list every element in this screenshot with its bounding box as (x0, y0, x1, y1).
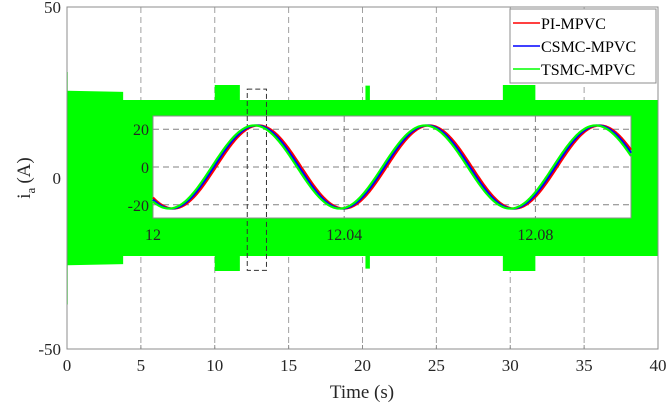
legend: PI-MPVC CSMC-MPVC TSMC-MPVC (509, 8, 657, 84)
inset-x-tick-label: 12 (145, 227, 161, 244)
x-tick-label: 40 (650, 356, 667, 375)
inset-y-tick-label: 0 (141, 160, 149, 177)
inset-y-tick-label: -20 (128, 198, 149, 215)
x-tick-label: 5 (137, 356, 146, 375)
inset-series-pi-mpvc (152, 124, 632, 210)
y-tick-label: 50 (44, 0, 61, 17)
x-tick-label: 25 (428, 356, 445, 375)
svg-text:CSMC-MPVC: CSMC-MPVC (541, 39, 636, 56)
inset-y-tick-label: 20 (133, 122, 149, 139)
y-tick-label: -50 (38, 340, 61, 359)
legend-item: TSMC-MPVC (513, 62, 635, 79)
x-tick-label: 15 (280, 356, 297, 375)
svg-text:ia(A): ia(A) (14, 157, 38, 198)
x-tick-label: 0 (63, 356, 72, 375)
x-tick-label: 10 (206, 356, 223, 375)
svg-text:TSMC-MPVC: TSMC-MPVC (541, 62, 635, 79)
x-tick-label: 35 (576, 356, 593, 375)
y-axis-label: ia(A) (14, 157, 38, 198)
zoom-region-box (246, 88, 267, 271)
x-tick-label: 20 (354, 356, 371, 375)
inset-frame (152, 115, 632, 219)
inset-series-csmc-mpvc (152, 124, 632, 210)
x-tick-label: 30 (502, 356, 519, 375)
y-tick-label: 0 (53, 169, 62, 188)
legend-item: PI-MPVC (513, 16, 606, 33)
inset-series-tsmc-mpvc (152, 124, 632, 210)
x-axis-label: Time (s) (330, 382, 394, 403)
inset-x-tick-label: 12.04 (326, 227, 362, 244)
inset-plot: 20 0 -20 12 12.04 12.08 (128, 115, 632, 244)
svg-text:PI-MPVC: PI-MPVC (541, 16, 606, 33)
legend-item: CSMC-MPVC (513, 39, 636, 56)
inset-x-tick-label: 12.08 (517, 227, 553, 244)
